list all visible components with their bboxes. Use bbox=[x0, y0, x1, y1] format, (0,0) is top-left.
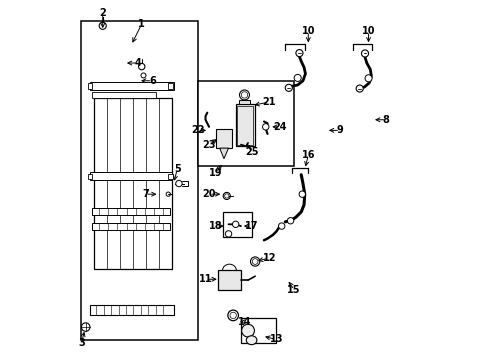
Circle shape bbox=[232, 221, 238, 228]
Bar bbox=[92, 223, 170, 230]
Ellipse shape bbox=[246, 336, 256, 345]
Text: 12: 12 bbox=[262, 253, 276, 263]
Text: 13: 13 bbox=[269, 334, 283, 345]
Text: 8: 8 bbox=[382, 115, 389, 125]
Text: 22: 22 bbox=[191, 125, 205, 135]
Circle shape bbox=[293, 75, 301, 81]
Text: 10: 10 bbox=[361, 26, 374, 36]
Bar bbox=[235, 104, 255, 146]
Bar bbox=[81, 21, 198, 339]
Bar bbox=[168, 83, 172, 89]
Circle shape bbox=[262, 123, 268, 130]
Bar bbox=[239, 100, 249, 104]
Text: 1: 1 bbox=[138, 19, 145, 29]
Text: 18: 18 bbox=[209, 221, 223, 231]
Polygon shape bbox=[219, 148, 228, 159]
Circle shape bbox=[361, 50, 368, 57]
Bar bbox=[94, 99, 171, 269]
Circle shape bbox=[241, 324, 254, 337]
Circle shape bbox=[138, 63, 144, 70]
Bar bbox=[168, 174, 172, 179]
Text: 5: 5 bbox=[173, 165, 180, 174]
Circle shape bbox=[299, 191, 305, 197]
Circle shape bbox=[141, 73, 145, 78]
Text: 6: 6 bbox=[149, 76, 155, 86]
Circle shape bbox=[355, 85, 363, 92]
Bar bbox=[90, 172, 171, 180]
Circle shape bbox=[99, 22, 106, 30]
Circle shape bbox=[223, 192, 230, 199]
Circle shape bbox=[224, 194, 228, 198]
Circle shape bbox=[175, 180, 182, 187]
Bar bbox=[90, 82, 173, 90]
Text: 11: 11 bbox=[198, 274, 212, 284]
Bar bbox=[90, 305, 173, 315]
Text: 9: 9 bbox=[336, 125, 343, 135]
Bar bbox=[92, 208, 170, 215]
Circle shape bbox=[241, 92, 247, 98]
Text: 4: 4 bbox=[135, 58, 141, 68]
Circle shape bbox=[166, 192, 170, 196]
Circle shape bbox=[250, 257, 259, 266]
Text: 25: 25 bbox=[244, 147, 258, 157]
Text: 16: 16 bbox=[301, 150, 314, 160]
Circle shape bbox=[229, 312, 236, 319]
Circle shape bbox=[278, 223, 285, 229]
Text: 21: 21 bbox=[262, 97, 276, 107]
Circle shape bbox=[252, 259, 258, 264]
Bar bbox=[216, 129, 232, 148]
Circle shape bbox=[295, 50, 303, 57]
Text: 7: 7 bbox=[142, 189, 148, 199]
Bar bbox=[241, 318, 276, 343]
Bar bbox=[88, 174, 92, 179]
Text: 23: 23 bbox=[202, 140, 215, 149]
Bar bbox=[88, 83, 92, 89]
Circle shape bbox=[285, 84, 292, 91]
Text: 24: 24 bbox=[273, 122, 286, 132]
Text: 17: 17 bbox=[244, 221, 258, 231]
Circle shape bbox=[364, 75, 371, 82]
Circle shape bbox=[287, 217, 293, 224]
Text: 3: 3 bbox=[78, 338, 84, 348]
Text: 20: 20 bbox=[202, 189, 215, 199]
Bar bbox=[223, 212, 251, 237]
Text: 19: 19 bbox=[209, 168, 223, 178]
Text: 15: 15 bbox=[287, 285, 300, 295]
Bar bbox=[218, 270, 241, 290]
Bar bbox=[237, 105, 253, 145]
Text: 10: 10 bbox=[301, 26, 314, 36]
Bar bbox=[198, 81, 293, 166]
Text: 14: 14 bbox=[237, 317, 251, 327]
Circle shape bbox=[81, 323, 90, 331]
Circle shape bbox=[239, 90, 249, 100]
Circle shape bbox=[225, 231, 231, 237]
Circle shape bbox=[227, 310, 238, 321]
Bar bbox=[92, 92, 156, 99]
Text: 2: 2 bbox=[99, 8, 106, 18]
